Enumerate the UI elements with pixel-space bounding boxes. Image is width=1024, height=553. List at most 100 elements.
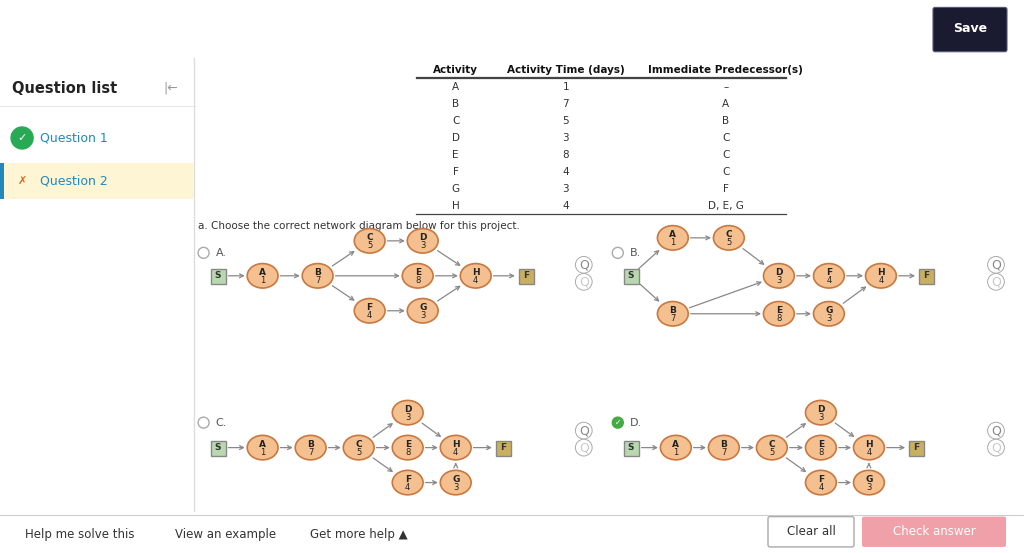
Text: 4: 4	[826, 276, 831, 285]
Text: 5: 5	[726, 238, 731, 247]
Text: A: A	[673, 440, 679, 448]
Text: B: B	[722, 116, 729, 126]
Text: Immediate Predecessor(s): Immediate Predecessor(s)	[648, 65, 803, 75]
Ellipse shape	[660, 435, 691, 460]
Text: 1: 1	[562, 82, 569, 92]
Text: C: C	[367, 233, 373, 242]
FancyBboxPatch shape	[211, 441, 225, 456]
Text: 4: 4	[818, 483, 823, 492]
Ellipse shape	[757, 435, 787, 460]
Text: –: –	[723, 82, 728, 92]
Text: H: H	[878, 268, 885, 277]
Ellipse shape	[806, 400, 837, 425]
Text: Question 2, Problem 9: Question 2, Problem 9	[427, 14, 583, 28]
Text: C: C	[726, 230, 732, 239]
Text: C: C	[722, 133, 729, 143]
Ellipse shape	[302, 264, 333, 288]
Text: 8: 8	[406, 447, 411, 457]
Text: 7: 7	[308, 447, 313, 457]
Bar	[0, 163, 4, 199]
Text: A.: A.	[216, 248, 226, 258]
Text: 1: 1	[670, 238, 676, 247]
Text: D, E, G: D, E, G	[708, 201, 743, 211]
FancyBboxPatch shape	[909, 441, 924, 456]
Ellipse shape	[657, 301, 688, 326]
Ellipse shape	[806, 470, 837, 495]
Ellipse shape	[764, 264, 795, 288]
Ellipse shape	[408, 228, 438, 253]
Text: G: G	[865, 474, 872, 483]
Text: Activity Time (days): Activity Time (days)	[507, 65, 625, 75]
Text: ‹: ‹	[412, 19, 419, 38]
Text: F: F	[404, 474, 411, 483]
Text: F: F	[367, 303, 373, 312]
Text: 4: 4	[453, 447, 459, 457]
Text: ⊙  Points: 0.73 of 1: ⊙ Points: 0.73 of 1	[658, 34, 758, 44]
Text: 5: 5	[367, 241, 373, 250]
Text: 3: 3	[826, 314, 831, 323]
Circle shape	[612, 417, 624, 428]
FancyBboxPatch shape	[862, 517, 1006, 547]
Text: S: S	[628, 443, 634, 452]
Text: 4: 4	[879, 276, 884, 285]
Ellipse shape	[461, 264, 492, 288]
Text: Clear all: Clear all	[786, 525, 836, 538]
Text: Help me solve this: Help me solve this	[25, 528, 134, 541]
Text: 3: 3	[420, 311, 425, 320]
Ellipse shape	[408, 299, 438, 323]
Text: 4: 4	[866, 447, 871, 457]
Text: E: E	[453, 150, 459, 160]
FancyBboxPatch shape	[0, 163, 194, 199]
Text: 7: 7	[721, 447, 727, 457]
Text: 8: 8	[562, 150, 569, 160]
Text: 3: 3	[562, 184, 569, 194]
Text: A: A	[722, 99, 729, 109]
Text: S: S	[214, 272, 221, 280]
Ellipse shape	[764, 301, 795, 326]
Text: 1: 1	[260, 276, 265, 285]
Text: B: B	[307, 440, 314, 448]
Text: 5: 5	[562, 116, 569, 126]
Text: |←: |←	[163, 81, 178, 95]
Text: Activity: Activity	[433, 65, 478, 75]
Text: B: B	[453, 99, 460, 109]
Ellipse shape	[295, 435, 326, 460]
Text: B: B	[670, 306, 676, 315]
Ellipse shape	[865, 264, 896, 288]
FancyBboxPatch shape	[624, 441, 639, 456]
Text: A: A	[670, 230, 676, 239]
Text: ✗: ✗	[17, 176, 27, 186]
Text: 3: 3	[453, 483, 459, 492]
Ellipse shape	[402, 264, 433, 288]
Ellipse shape	[440, 435, 471, 460]
Text: 7: 7	[562, 99, 569, 109]
Text: A: A	[259, 268, 266, 277]
Ellipse shape	[714, 226, 744, 250]
Text: 4: 4	[473, 276, 478, 285]
Text: H: H	[452, 440, 460, 448]
Text: 5: 5	[769, 447, 774, 457]
Text: G: G	[825, 306, 833, 315]
FancyBboxPatch shape	[624, 269, 639, 284]
Text: D.: D.	[630, 418, 642, 427]
Text: HW Score: 86.36%, 1.73 of 2 points: HW Score: 86.36%, 1.73 of 2 points	[658, 16, 844, 26]
Ellipse shape	[813, 264, 845, 288]
Text: 8: 8	[415, 276, 421, 285]
Text: 3: 3	[776, 276, 781, 285]
Text: C: C	[722, 167, 729, 177]
Text: C.: C.	[216, 418, 227, 427]
Text: ≡: ≡	[5, 20, 18, 39]
Text: Check answer: Check answer	[893, 525, 976, 538]
Ellipse shape	[854, 470, 885, 495]
Text: F: F	[818, 474, 824, 483]
Circle shape	[11, 127, 33, 149]
Text: D: D	[403, 405, 412, 414]
FancyBboxPatch shape	[768, 517, 854, 547]
Text: 8: 8	[776, 314, 781, 323]
Text: H: H	[472, 268, 479, 277]
Text: 3: 3	[562, 133, 569, 143]
FancyBboxPatch shape	[211, 269, 225, 284]
FancyBboxPatch shape	[933, 7, 1007, 52]
Text: F: F	[912, 443, 919, 452]
Text: D: D	[817, 405, 824, 414]
